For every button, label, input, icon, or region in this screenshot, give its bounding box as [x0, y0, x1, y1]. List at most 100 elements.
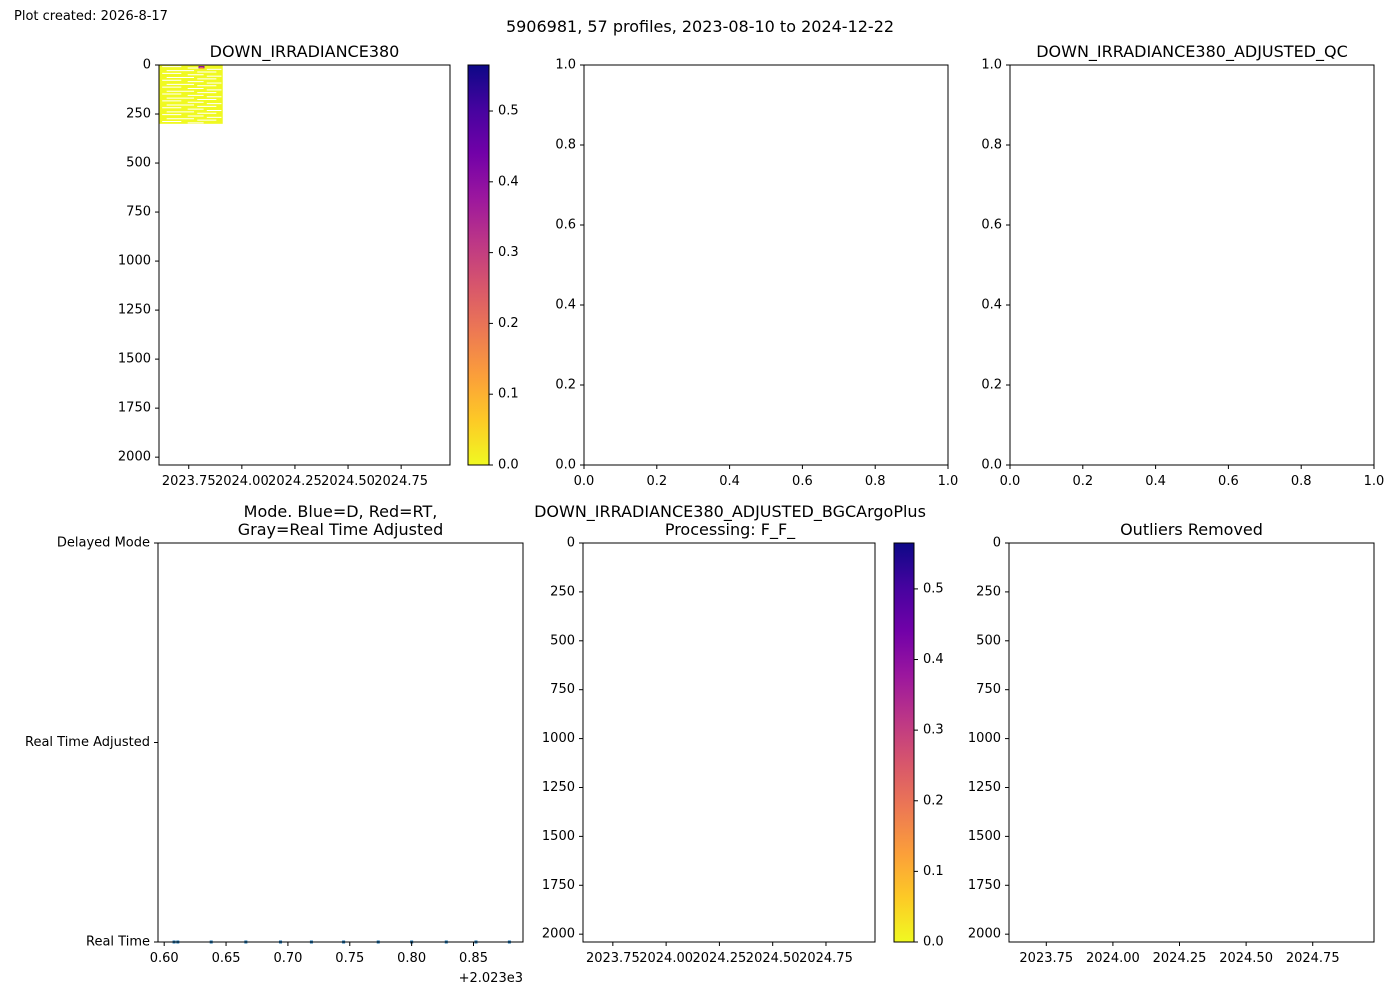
- x-tick-label: 2024.00: [639, 951, 693, 966]
- x-tick-label: 0.60: [150, 951, 179, 966]
- y-tick-label: 1000: [542, 731, 575, 746]
- x-tick-label: 0.70: [273, 951, 302, 966]
- colorbar-tick-label: 0.5: [923, 581, 944, 596]
- x-tick-label: 0.0: [574, 474, 595, 489]
- y-tick-label: 0.4: [981, 298, 1002, 313]
- x-tick-label: 2023.75: [1019, 951, 1073, 966]
- y-tick-label: 0.0: [981, 458, 1002, 473]
- y-tick-label: 250: [126, 107, 151, 122]
- x-tick-label: 2024.75: [799, 951, 853, 966]
- x-tick-label: 2024.00: [215, 474, 269, 489]
- colorbar-tick-label: 0.0: [923, 935, 944, 950]
- y-tick-label: 250: [550, 584, 575, 599]
- x-tick-label: 0.2: [646, 474, 667, 489]
- subplot-top-right: 0.0 0.2 0.4 0.6 0.8 1.0 0.0 0.2 0.4 0.6 0.8 1.0 DOWN…: [981, 42, 1384, 489]
- plot-created-label: Plot created: 2026-8-17: [14, 9, 168, 24]
- axes-frame: [583, 64, 949, 466]
- y-tick-label: 0.8: [555, 138, 576, 153]
- x-tick-label: 2024.25: [693, 951, 747, 966]
- y-tick-label: 0.6: [555, 218, 576, 233]
- y-tick-label: 750: [126, 205, 151, 220]
- x-tick-label: 0.75: [335, 951, 364, 966]
- colorbar-tick-label: 0.4: [498, 174, 519, 189]
- x-offset-label: +2.023e3: [459, 971, 523, 986]
- subplot-title: Gray=Real Time Adjusted: [238, 520, 444, 539]
- x-tick-label: 1.0: [1364, 474, 1385, 489]
- y-tick-label: 2000: [968, 927, 1001, 942]
- y-tick-label: 0: [143, 58, 151, 73]
- axes-frame: [582, 542, 876, 943]
- subplot-grid: 2023.75 2024.00 2024.25 2024.50 2024.7502505…: [25, 42, 1384, 986]
- y-tick-label: 0.4: [555, 298, 576, 313]
- y-tick-label: 2000: [542, 927, 575, 942]
- heatmap-layer: [159, 65, 223, 124]
- y-tick-label: 0: [993, 536, 1001, 551]
- y-tick-label: Real Time: [86, 935, 150, 950]
- x-tick-label: 0.80: [397, 951, 426, 966]
- x-tick-label: 2023.75: [586, 951, 640, 966]
- x-tick-label: 2024.50: [746, 951, 800, 966]
- x-tick-label: 0.85: [459, 951, 488, 966]
- subplot-title: DOWN_IRRADIANCE380: [210, 42, 400, 62]
- colorbar-tick-label: 0.3: [923, 723, 944, 738]
- y-tick-label: 2000: [118, 450, 151, 465]
- y-tick-label: 1.0: [981, 58, 1002, 73]
- subplot-title: Mode. Blue=D, Red=RT,: [244, 502, 438, 521]
- y-tick-label: 1250: [542, 780, 575, 795]
- x-tick-label: 0.8: [1291, 474, 1312, 489]
- x-tick-label: 0.0: [1000, 474, 1021, 489]
- heatmap-warm-cell: [199, 67, 204, 69]
- colorbar: 0.0 0.1 0.2 0.3 0.4 0.5: [467, 64, 519, 473]
- y-tick-label: 0: [567, 536, 575, 551]
- subplot-top-middle: 0.0 0.2 0.4 0.6 0.8 1.0 0.0 0.2 0.4 0.6 0.8 1.0: [555, 58, 958, 490]
- y-tick-label: 1500: [968, 829, 1001, 844]
- y-tick-label: 750: [550, 682, 575, 697]
- x-tick-label: 2024.50: [321, 474, 375, 489]
- subplot-title: Processing: F_F_: [665, 520, 796, 540]
- y-tick-label: 750: [976, 682, 1001, 697]
- heatmap-hot-cell: [198, 66, 205, 69]
- y-tick-label: 1750: [542, 878, 575, 893]
- y-tick-label: Delayed Mode: [57, 536, 150, 551]
- subplot-bottom-left: 0.60 0.65 0.70 0.75 0.80 0.85 Delayed Mode Real…: [25, 502, 524, 986]
- y-tick-label: 1500: [542, 829, 575, 844]
- colorbar-tick-label: 0.0: [498, 458, 519, 473]
- y-tick-label: 0.6: [981, 218, 1002, 233]
- x-tick-label: 2024.50: [1219, 951, 1273, 966]
- y-tick-label: 0.0: [555, 458, 576, 473]
- x-tick-label: 2023.75: [162, 474, 216, 489]
- x-tick-label: 2024.25: [1153, 951, 1207, 966]
- y-tick-label: 1250: [118, 303, 151, 318]
- x-tick-label: 2024.75: [1286, 951, 1340, 966]
- y-tick-label: 1000: [118, 254, 151, 269]
- x-tick-label: 2024.25: [268, 474, 322, 489]
- y-tick-label: 0.2: [981, 378, 1002, 393]
- subplot-title: DOWN_IRRADIANCE380_ADJUSTED_BGCArgoPlus: [534, 502, 926, 522]
- colorbar-tick-label: 0.1: [923, 864, 944, 879]
- y-tick-label: 1000: [968, 731, 1001, 746]
- x-tick-label: 0.4: [719, 474, 740, 489]
- subplot-bottom-right: 2023.75 2024.00 2024.25 2024.50 2024.75 0 250 5…: [968, 520, 1375, 966]
- colorbar-tick-label: 0.1: [498, 387, 519, 402]
- x-tick-label: 1.0: [938, 474, 959, 489]
- y-tick-label: 1750: [118, 401, 151, 416]
- y-tick-label: 1750: [968, 878, 1001, 893]
- y-tick-label: 0.2: [555, 378, 576, 393]
- subplot-top-left: 2023.75 2024.00 2024.25 2024.50 2024.75 0 250 5…: [118, 42, 519, 489]
- colorbar-tick-label: 0.3: [498, 245, 519, 260]
- y-tick-label: 1250: [968, 780, 1001, 795]
- y-tick-label: 1.0: [555, 58, 576, 73]
- colorbar-tick-label: 0.5: [498, 104, 519, 119]
- colorbar-fill: [893, 542, 915, 943]
- y-tick-label: 500: [126, 156, 151, 171]
- figure-title: 5906981, 57 profiles, 2023-08-10 to 2024…: [506, 17, 894, 36]
- y-tick-label: 500: [976, 633, 1001, 648]
- colorbar-fill: [467, 64, 490, 466]
- axes-frame: [1009, 64, 1375, 466]
- subplot-bottom-middle: 2023.75 2024.00 2024.25 2024.50 2024.75 0 250 5…: [534, 502, 944, 966]
- y-tick-label: 250: [976, 584, 1001, 599]
- y-tick-label: 0.8: [981, 138, 1002, 153]
- x-tick-label: 2024.00: [1086, 951, 1140, 966]
- axes-frame: [158, 64, 451, 466]
